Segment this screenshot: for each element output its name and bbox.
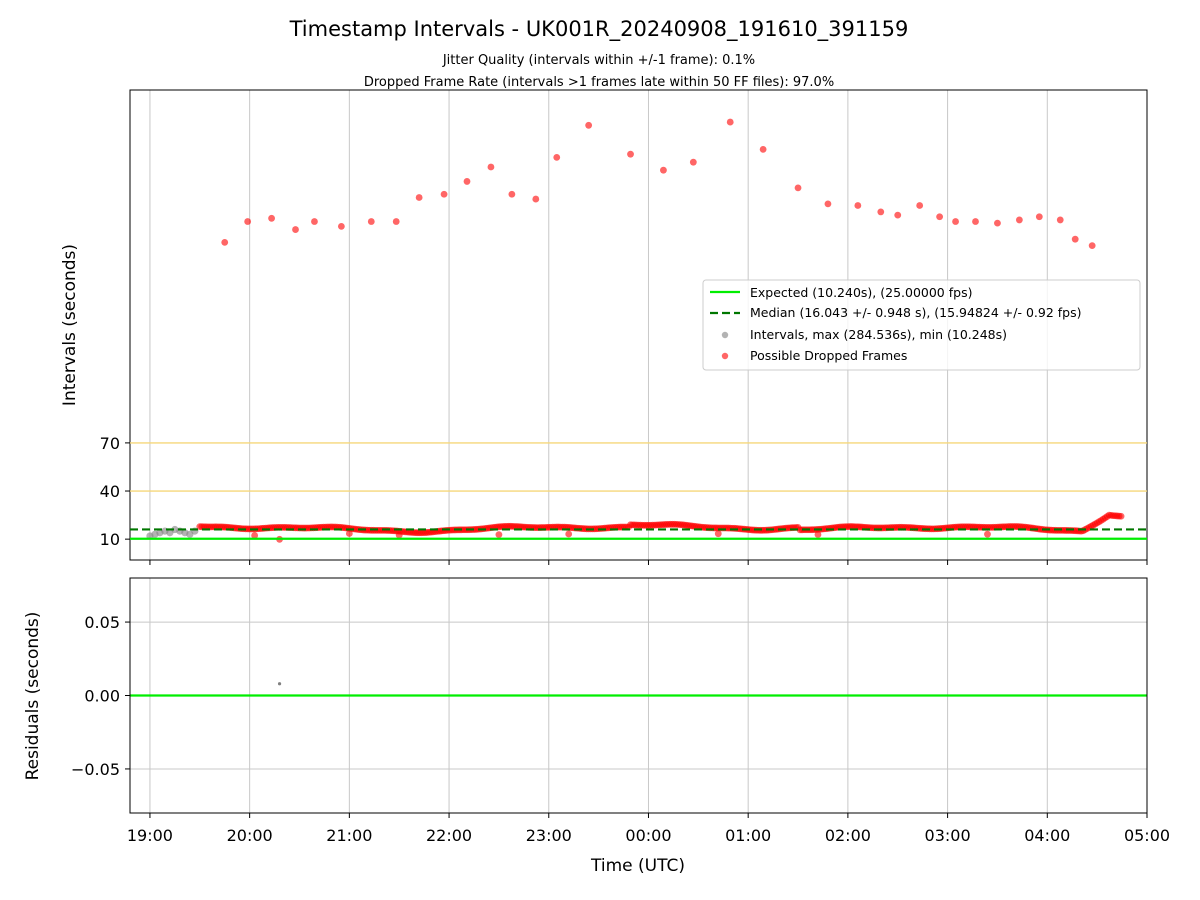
dropped-frame-point (984, 530, 991, 538)
dropped-frame-outlier (244, 218, 252, 225)
dropped-frame-outlier (936, 213, 944, 221)
x-tick-label: 23:00 (526, 826, 572, 845)
x-tick-label: 04:00 (1024, 826, 1070, 845)
intervals-reference-lines (130, 442, 1147, 540)
dropped-frame-outlier (994, 219, 1001, 227)
dropped-frame-outlier (689, 158, 697, 166)
dropped-frame-point (495, 531, 503, 539)
x-axis-label: Time (UTC) (590, 856, 685, 876)
dropped-frame-outlier (508, 190, 516, 198)
dropped-frame-outlier (854, 202, 862, 209)
x-tick-label: 21:00 (326, 826, 372, 845)
dropped-frame-outlier (337, 222, 345, 230)
dropped-frame-point (565, 530, 573, 538)
intervals-y-axis-label: Intervals (seconds) (60, 244, 80, 406)
dropped-frame-outlier (367, 218, 375, 225)
dropped-frame-point (714, 530, 722, 538)
dropped-frame-outlier (660, 166, 667, 174)
dropped-frame-outlier (1035, 213, 1043, 221)
chart-subtitle-jitter: Jitter Quality (intervals within +/-1 fr… (442, 53, 755, 68)
dropped-frame-outlier (292, 226, 299, 233)
dropped-frame-outlier (440, 190, 448, 198)
residuals-panel: 0.05 0.00 −0.05 19:00 20:00 21:00 22:00 23:00 0… (23, 577, 1170, 876)
intervals-y-tick-label: 40 (100, 482, 120, 501)
residuals-y-tick-label: 0.05 (84, 613, 120, 632)
chart-title: Timestamp Intervals - UK001R_20240908_19… (289, 17, 909, 42)
dropped-frame-outlier (221, 238, 229, 246)
intervals-axes-frame (129, 89, 1148, 561)
dropped-frame-outlier (726, 118, 734, 126)
dropped-frame-outlier (759, 145, 767, 153)
x-tick-label: 05:00 (1124, 826, 1170, 845)
x-tick-label: 22:00 (426, 826, 472, 845)
residuals-points (277, 682, 282, 686)
dropped-frame-outlier (1015, 216, 1023, 224)
chart-subtitle-dropped: Dropped Frame Rate (intervals >1 frames … (364, 75, 834, 90)
dropped-frame-outlier (463, 178, 471, 185)
residuals-x-ticks: 19:00 20:00 21:00 22:00 23:00 00:00 01:00 02:00… (127, 813, 1170, 845)
dropped-frame-outlier (1056, 216, 1064, 224)
legend-median-label: Median (16.043 +/- 0.948 s), (15.94824 +… (750, 305, 1081, 320)
intervals-y-ticks: 10 40 70 (100, 434, 130, 549)
residuals-y-tick-label: −0.05 (71, 760, 120, 779)
residual-point (277, 682, 282, 686)
dropped-frame-point (1117, 512, 1125, 520)
dropped-frame-point (814, 531, 822, 538)
legend-dropped-label: Possible Dropped Frames (750, 348, 907, 363)
dropped-frame-outlier (553, 153, 561, 161)
dropped-frame-point (395, 531, 403, 539)
legend-box (702, 279, 1141, 371)
dropped-frame-outlier (894, 211, 902, 219)
legend-dropped-swatch (721, 352, 729, 360)
dropped-frame-outlier (794, 184, 802, 192)
intervals-y-tick-label: 70 (100, 434, 120, 453)
residuals-y-axis-label: Residuals (seconds) (23, 612, 43, 781)
legend: Expected (10.240s), (25.00000 fps) Media… (702, 279, 1141, 371)
dropped-frame-outlier (877, 208, 885, 216)
residuals-y-tick-label: 0.00 (84, 687, 120, 706)
x-tick-label: 19:00 (127, 826, 173, 845)
intervals-y-tick-label: 10 (100, 530, 120, 549)
dropped-frame-outlier (487, 163, 495, 171)
dropped-frame-outlier (916, 202, 924, 209)
dropped-frame-outlier (824, 200, 832, 208)
dropped-frame-point (251, 532, 259, 539)
x-tick-label: 03:00 (925, 826, 971, 845)
intervals-x-ticks (149, 560, 1148, 565)
legend-intervals-label: Intervals, max (284.536s), min (10.248s) (750, 327, 1007, 342)
dropped-frame-outlier (532, 195, 540, 203)
dropped-frame-point (345, 530, 353, 537)
legend-intervals-swatch (721, 331, 729, 339)
dropped-frame-outlier (1088, 242, 1096, 249)
dropped-frame-outlier (972, 218, 979, 225)
dropped-frame-outlier (627, 150, 634, 158)
residuals-y-ticks: 0.05 0.00 −0.05 (71, 613, 130, 779)
dropped-frame-outlier (585, 121, 593, 129)
x-tick-label: 02:00 (825, 826, 871, 845)
dropped-frame-outlier (952, 218, 959, 225)
x-tick-label: 00:00 (625, 826, 671, 845)
intervals-panel: 10 40 70 Intervals (seconds) Expected (10.… (60, 89, 1148, 565)
x-tick-label: 01:00 (725, 826, 771, 845)
dropped-frame-outlier (268, 214, 275, 222)
dropped-frame-outlier (415, 194, 423, 201)
intervals-points (146, 118, 1125, 543)
dropped-frame-outlier (311, 218, 318, 225)
x-tick-label: 20:00 (227, 826, 273, 845)
dropped-frame-outlier (392, 218, 400, 225)
dropped-frame-outlier (1071, 235, 1079, 243)
legend-expected-label: Expected (10.240s), (25.00000 fps) (750, 285, 972, 300)
